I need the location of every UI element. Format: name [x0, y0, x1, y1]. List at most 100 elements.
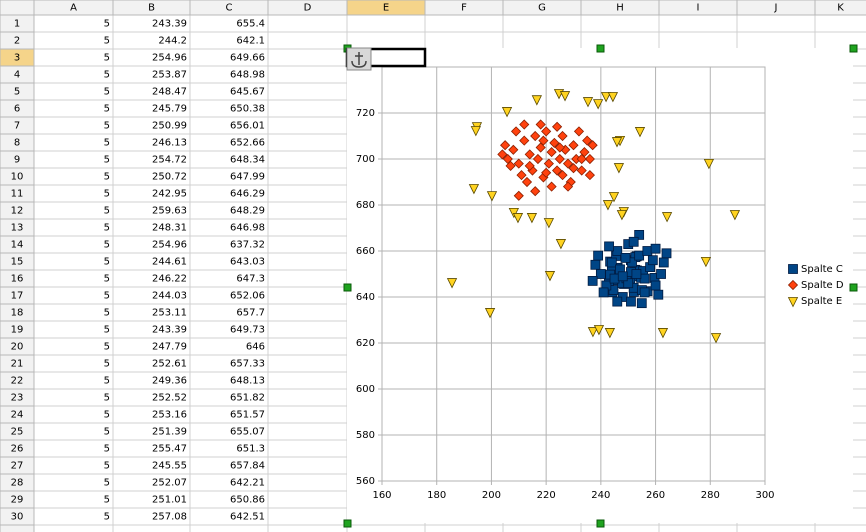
- cell-value[interactable]: 649.73: [230, 325, 265, 336]
- cell-value[interactable]: 244.61: [152, 257, 187, 268]
- row-header-label[interactable]: 25: [11, 427, 24, 438]
- cell-value[interactable]: 5: [104, 444, 110, 455]
- row-header-label[interactable]: 28: [11, 478, 24, 489]
- cell-value[interactable]: 242.95: [152, 189, 187, 200]
- cell-value[interactable]: 5: [104, 308, 110, 319]
- cell-value[interactable]: 646.98: [230, 223, 265, 234]
- cell-value[interactable]: 5: [104, 206, 110, 217]
- cell-value[interactable]: 5: [104, 257, 110, 268]
- row-header-label[interactable]: 13: [11, 223, 24, 234]
- cell-value[interactable]: 642.1: [236, 36, 265, 47]
- cell-value[interactable]: 647.3: [236, 274, 265, 285]
- cell-value[interactable]: 652.06: [230, 291, 265, 302]
- cell-value[interactable]: 252.61: [152, 359, 187, 370]
- cell-value[interactable]: 655.07: [230, 427, 265, 438]
- row-header-label[interactable]: 3: [14, 53, 20, 64]
- cell-value[interactable]: 5: [104, 427, 110, 438]
- row-header-label[interactable]: 21: [11, 359, 24, 370]
- cell-value[interactable]: 646: [246, 342, 265, 353]
- cell-value[interactable]: 254.96: [152, 53, 187, 64]
- row-header-label[interactable]: 29: [11, 495, 24, 506]
- column-header-label[interactable]: G: [538, 3, 546, 14]
- cell-value[interactable]: 5: [104, 512, 110, 523]
- cell-value[interactable]: 5: [104, 223, 110, 234]
- cell-value[interactable]: 5: [104, 155, 110, 166]
- cell-value[interactable]: 5: [104, 189, 110, 200]
- column-header-label[interactable]: F: [461, 3, 467, 14]
- cell-value[interactable]: 251.01: [152, 495, 187, 506]
- row-header-label[interactable]: 16: [11, 274, 24, 285]
- row-header-label[interactable]: 9: [14, 155, 20, 166]
- row-header-label[interactable]: 5: [14, 87, 20, 98]
- cell-value[interactable]: 647.99: [230, 172, 265, 183]
- selection-handle[interactable]: [343, 519, 352, 528]
- cell-value[interactable]: 259.63: [152, 206, 187, 217]
- cell-value[interactable]: 645.67: [230, 87, 265, 98]
- cell-value[interactable]: 5: [104, 70, 110, 81]
- cell-value[interactable]: 643.03: [230, 257, 265, 268]
- cell-value[interactable]: 648.98: [230, 70, 265, 81]
- cell-value[interactable]: 5: [104, 461, 110, 472]
- cell-value[interactable]: 651.57: [230, 410, 265, 421]
- cell-value[interactable]: 651.82: [230, 393, 265, 404]
- row-header-label[interactable]: 10: [11, 172, 24, 183]
- cell-value[interactable]: 248.47: [152, 87, 187, 98]
- cell-value[interactable]: 650.38: [230, 104, 265, 115]
- cell-value[interactable]: 246.22: [152, 274, 187, 285]
- cell-value[interactable]: 648.29: [230, 206, 265, 217]
- row-header-label[interactable]: 14: [11, 240, 24, 251]
- cell-value[interactable]: 250.72: [152, 172, 187, 183]
- row-header-label[interactable]: 17: [11, 291, 24, 302]
- selection-handle[interactable]: [849, 283, 858, 292]
- row-header-label[interactable]: 4: [14, 70, 20, 81]
- cell-value[interactable]: 5: [104, 87, 110, 98]
- cell-value[interactable]: 247.79: [152, 342, 187, 353]
- cell-value[interactable]: 245.79: [152, 104, 187, 115]
- column-header-label[interactable]: I: [697, 3, 700, 14]
- cell-value[interactable]: 5: [104, 410, 110, 421]
- cell-value[interactable]: 652.66: [230, 138, 265, 149]
- cell-value[interactable]: 252.52: [152, 393, 187, 404]
- cell-value[interactable]: 5: [104, 342, 110, 353]
- cell-value[interactable]: 254.96: [152, 240, 187, 251]
- cell-value[interactable]: 5: [104, 104, 110, 115]
- row-header-label[interactable]: 27: [11, 461, 24, 472]
- cell-value[interactable]: 5: [104, 291, 110, 302]
- cell-value[interactable]: 5: [104, 19, 110, 30]
- cell-value[interactable]: 254.72: [152, 155, 187, 166]
- row-header-label[interactable]: 11: [11, 189, 24, 200]
- cell-value[interactable]: 250.99: [152, 121, 187, 132]
- cell-value[interactable]: 655.4: [236, 19, 265, 30]
- cell-value[interactable]: 657.7: [236, 308, 265, 319]
- cell-value[interactable]: 642.21: [230, 478, 265, 489]
- cell-value[interactable]: 244.03: [152, 291, 187, 302]
- row-header-label[interactable]: 19: [11, 325, 24, 336]
- cell-value[interactable]: 648.34: [230, 155, 265, 166]
- column-header-label[interactable]: K: [837, 3, 844, 14]
- cell-value[interactable]: 657.33: [230, 359, 265, 370]
- selection-handle[interactable]: [343, 283, 352, 292]
- row-header-label[interactable]: 2: [14, 36, 20, 47]
- cell-value[interactable]: 650.86: [230, 495, 265, 506]
- row-header-label[interactable]: 22: [11, 376, 24, 387]
- cell-value[interactable]: 248.31: [152, 223, 187, 234]
- column-header-label[interactable]: A: [70, 3, 77, 14]
- cell-value[interactable]: 253.11: [152, 308, 187, 319]
- cell-value[interactable]: 243.39: [152, 19, 187, 30]
- column-header-label[interactable]: D: [304, 3, 312, 14]
- cell-value[interactable]: 5: [104, 121, 110, 132]
- column-header-label[interactable]: J: [774, 3, 778, 14]
- cell-value[interactable]: 5: [104, 240, 110, 251]
- cell-value[interactable]: 5: [104, 359, 110, 370]
- column-header-label[interactable]: E: [383, 3, 389, 14]
- cell-value[interactable]: 637.32: [230, 240, 265, 251]
- cell-value[interactable]: 253.16: [152, 410, 187, 421]
- selection-handle[interactable]: [596, 44, 605, 53]
- cell-value[interactable]: 246.13: [152, 138, 187, 149]
- row-header-label[interactable]: 26: [11, 444, 24, 455]
- row-header-label[interactable]: 12: [11, 206, 24, 217]
- cell-value[interactable]: 253.87: [152, 70, 187, 81]
- cell-value[interactable]: 255.47: [152, 444, 187, 455]
- cell-value[interactable]: 5: [104, 478, 110, 489]
- cell-value[interactable]: 5: [104, 393, 110, 404]
